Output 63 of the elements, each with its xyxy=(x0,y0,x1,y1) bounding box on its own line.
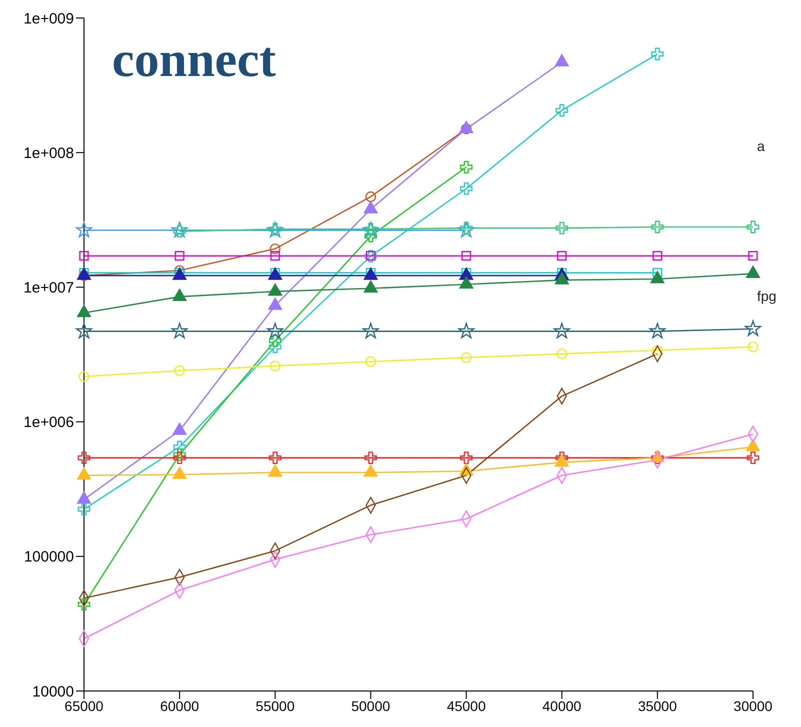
text: a xyxy=(757,138,765,154)
point xyxy=(748,342,758,352)
text: fpg xyxy=(757,288,776,304)
point xyxy=(173,452,186,464)
point xyxy=(556,348,568,360)
point xyxy=(267,322,284,338)
y-tick-label: 1e+009 xyxy=(24,10,74,28)
point xyxy=(171,322,188,338)
y-tick-label: 100000 xyxy=(24,548,74,566)
point xyxy=(76,222,92,238)
point xyxy=(78,452,90,464)
point xyxy=(652,344,663,356)
x-tick-label: 65000 xyxy=(64,698,104,714)
point xyxy=(365,356,376,367)
point xyxy=(460,352,472,363)
point xyxy=(268,334,282,347)
point xyxy=(270,251,280,261)
point xyxy=(79,251,89,261)
y-tick-label: 10000 xyxy=(32,683,74,700)
y-tick-label: 1e+007 xyxy=(24,280,74,297)
x-tick-label: 60000 xyxy=(160,698,200,714)
point xyxy=(746,452,760,464)
point xyxy=(173,448,186,461)
point xyxy=(365,191,376,202)
point xyxy=(270,360,280,372)
point xyxy=(652,251,662,261)
point xyxy=(651,48,664,60)
x-tick-label: 30000 xyxy=(734,698,773,714)
point xyxy=(362,322,379,338)
point xyxy=(364,452,377,464)
point xyxy=(270,243,280,254)
point xyxy=(746,220,760,234)
y-tick-label: 1e+008 xyxy=(24,144,74,162)
point xyxy=(458,322,474,338)
x-tick-label: 50000 xyxy=(351,698,390,714)
point xyxy=(268,452,282,464)
x-tick-label: 35000 xyxy=(638,698,678,714)
y-tick-label: 1e+006 xyxy=(24,414,74,432)
point xyxy=(458,222,474,238)
point xyxy=(78,371,90,382)
point xyxy=(76,322,92,338)
x-tick-label: 45000 xyxy=(446,698,486,714)
point xyxy=(556,222,568,234)
point xyxy=(268,340,282,354)
point xyxy=(557,251,567,261)
point xyxy=(649,322,666,338)
point xyxy=(174,251,184,261)
point xyxy=(460,452,472,464)
point xyxy=(78,503,90,516)
point xyxy=(78,598,90,611)
point xyxy=(651,220,664,234)
point xyxy=(460,160,472,174)
point xyxy=(556,104,568,117)
point xyxy=(748,251,758,261)
point xyxy=(554,322,570,338)
x-tick-label: 55000 xyxy=(256,698,295,714)
point xyxy=(460,182,472,195)
chart-title: connect xyxy=(112,30,276,88)
point xyxy=(171,222,188,238)
point xyxy=(744,320,762,336)
point xyxy=(462,251,472,261)
x-tick-label: 40000 xyxy=(542,698,582,714)
point xyxy=(174,365,185,376)
